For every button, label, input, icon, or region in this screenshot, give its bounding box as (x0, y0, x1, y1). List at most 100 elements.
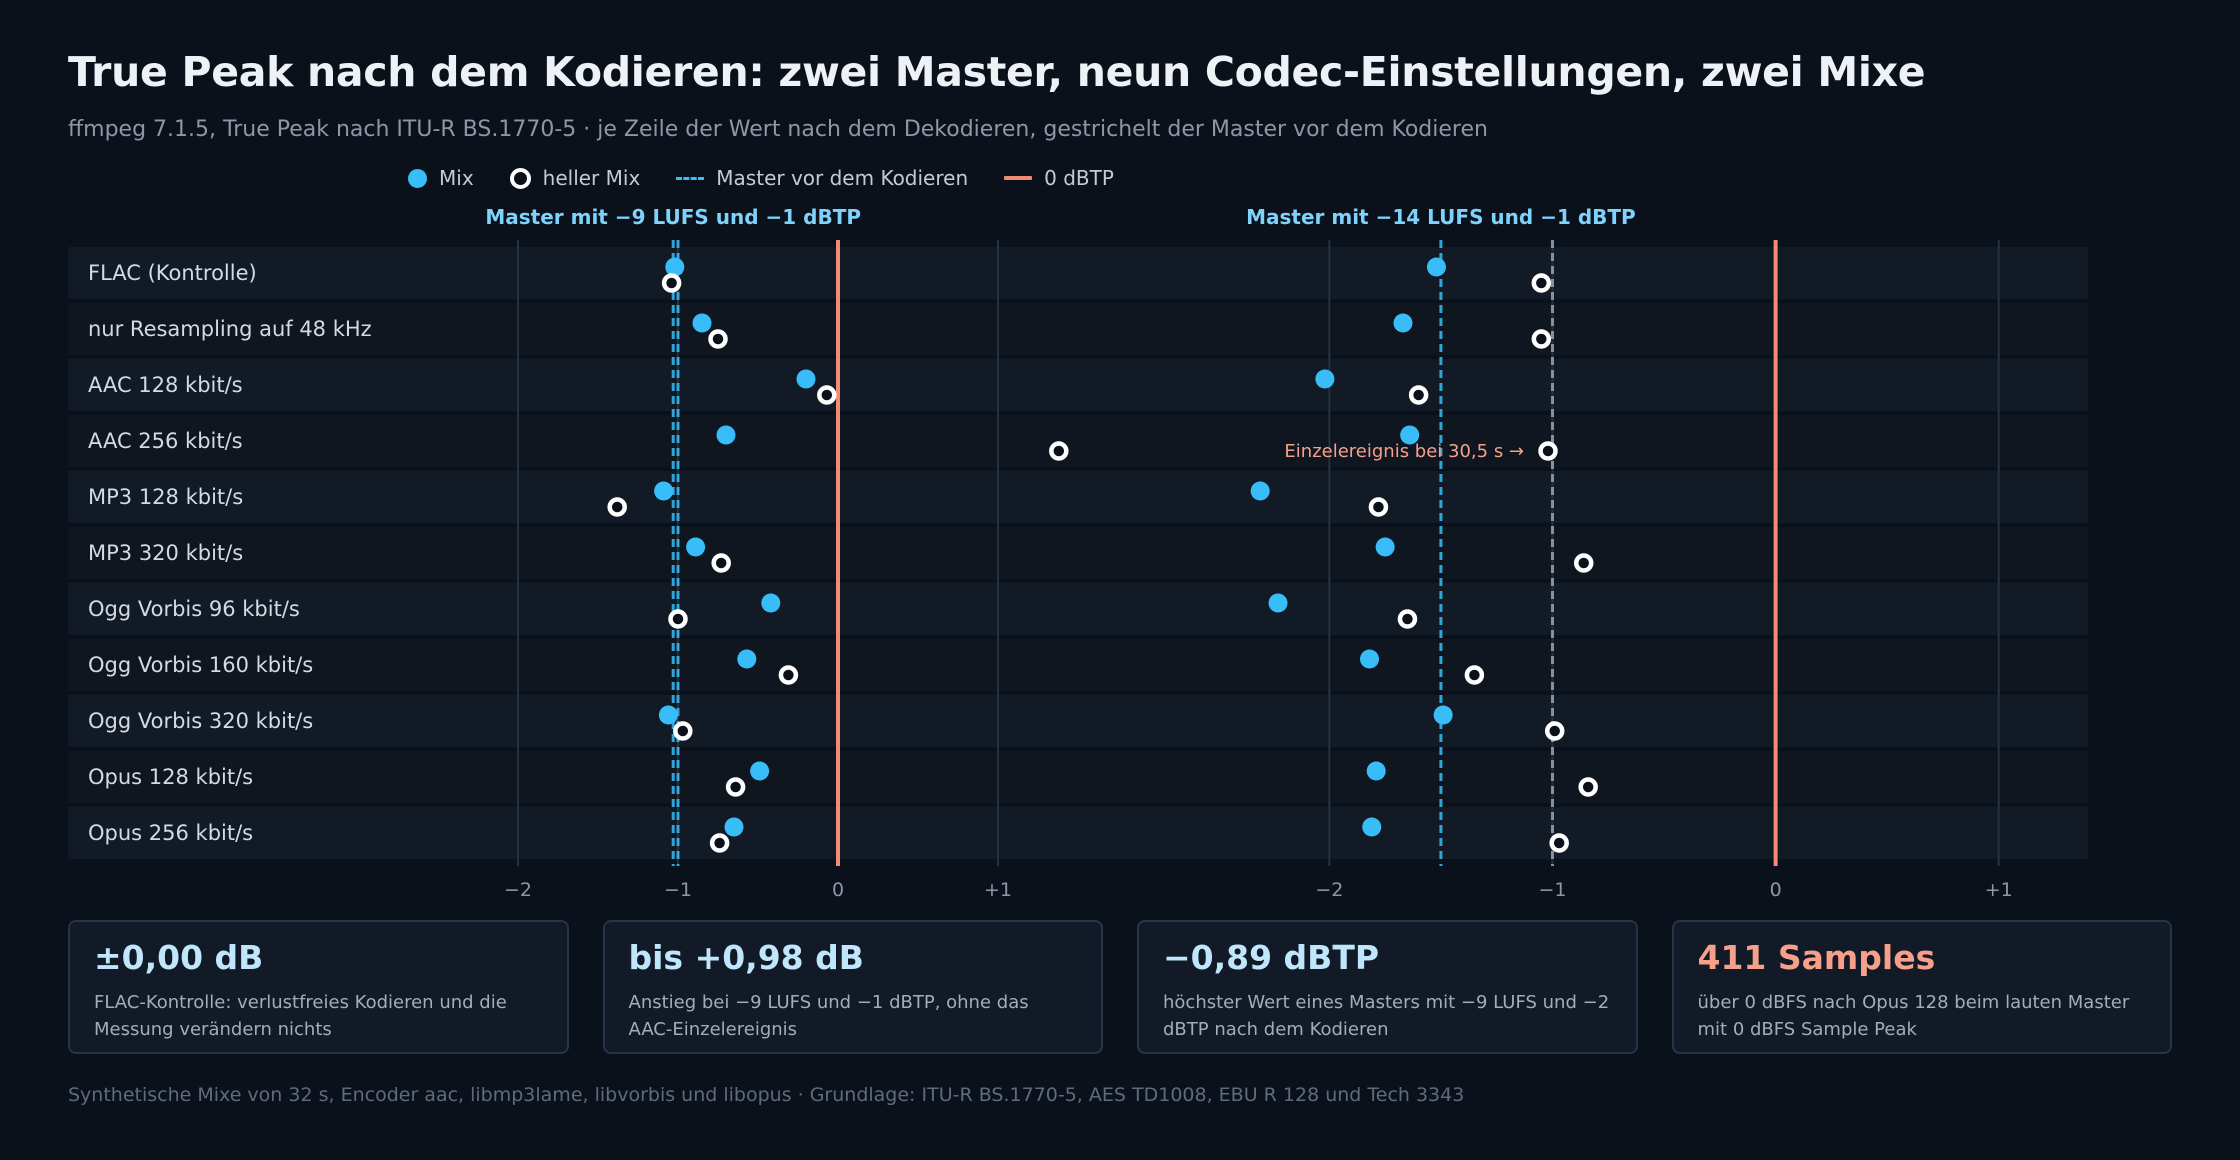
bright-mix-point (1573, 553, 1594, 573)
bright-mix-point (1531, 329, 1552, 349)
row-label: nur Resampling auf 48 kHz (88, 317, 372, 341)
mix-point (665, 257, 685, 277)
row-band (68, 527, 2088, 579)
x-tick-label: −2 (504, 879, 532, 900)
chart-legend: Mix heller Mix Master vor dem Kodieren 0… (408, 163, 1114, 193)
mix-point (1366, 761, 1386, 781)
card-value: −0,89 dBTP (1163, 938, 1380, 977)
bright-mix-point (778, 665, 799, 685)
page-subtitle: ffmpeg 7.1.5, True Peak nach ITU-R BS.17… (68, 117, 1488, 142)
mix-point (1426, 257, 1446, 277)
row-band (68, 247, 2088, 299)
summary-card-flac: ±0,00 dB FLAC-Kontrolle: verlustfreies K… (68, 920, 569, 1054)
mix-point (1250, 481, 1270, 501)
mix-point (737, 649, 757, 669)
mix-point (692, 313, 712, 333)
bright-mix-point (708, 329, 728, 349)
card-value: ±0,00 dB (94, 938, 264, 977)
summary-card-rise: bis +0,98 dB Anstieg bei −9 LUFS und −1 … (602, 920, 1103, 1054)
row-label: MP3 320 kbit/s (88, 541, 243, 565)
mix-point (1315, 369, 1335, 389)
mix-point (1400, 425, 1420, 445)
row-band (68, 359, 2088, 411)
card-value: bis +0,98 dB (628, 938, 864, 977)
row-label: Ogg Vorbis 160 kbit/s (88, 653, 313, 677)
bright-mix-point (1464, 665, 1485, 685)
legend-label-zero: 0 dBTP (1044, 166, 1114, 190)
summary-cards: ±0,00 dB FLAC-Kontrolle: verlustfreies K… (68, 920, 2172, 1054)
outlier-annotation: Einzelereignis bei 30,5 s → (1284, 441, 1524, 462)
bright-mix-point (1578, 777, 1598, 797)
legend-item-mix: Mix (408, 166, 474, 190)
row-label: Ogg Vorbis 96 kbit/s (88, 597, 300, 621)
bright-mix-point (661, 273, 682, 293)
dot-plot: FLAC (Kontrolle) nur Resampling auf 48 kH… (68, 205, 2088, 900)
mix-point (1362, 817, 1382, 837)
bright-mix-point (1049, 441, 1069, 461)
bright-mix-point (673, 721, 693, 741)
row-label: Opus 128 kbit/s (88, 765, 253, 789)
page-title: True Peak nach dem Kodieren: zwei Master… (68, 48, 1926, 96)
card-text: höchster Wert eines Masters mit −9 LUFS … (1163, 992, 1610, 1040)
panel-title: Master mit −9 LUFS und −1 dBTP (485, 205, 861, 229)
mix-point (658, 705, 678, 725)
mix-dot-icon (408, 168, 427, 188)
card-value: 411 Samples (1697, 938, 1936, 977)
legend-label-master: Master vor dem Kodieren (716, 166, 969, 190)
mix-point (716, 425, 736, 445)
bright-mix-ring-icon (509, 167, 531, 189)
summary-card-samples: 411 Samples über 0 dBFS nach Opus 128 be… (1671, 920, 2172, 1054)
bright-mix-point (1538, 441, 1558, 461)
mix-point (1433, 705, 1453, 725)
row-label: AAC 128 kbit/s (88, 373, 243, 397)
bright-mix-point (1408, 385, 1429, 405)
dashed-line-icon (676, 176, 705, 180)
mix-point (750, 761, 770, 781)
summary-card-max: −0,89 dBTP höchster Wert eines Masters m… (1137, 920, 1638, 1054)
zero-line-icon (1004, 176, 1033, 180)
row-band (68, 415, 2088, 467)
row-band (68, 471, 2088, 523)
mix-point (1268, 593, 1288, 613)
legend-label-bright-mix: heller Mix (542, 166, 641, 190)
x-tick-label: −1 (664, 879, 692, 900)
bright-mix-point (668, 609, 688, 629)
row-band (68, 639, 2088, 691)
row-label: AAC 256 kbit/s (88, 429, 243, 453)
row-band (68, 303, 2088, 355)
mix-point (686, 537, 706, 557)
row-label: Opus 256 kbit/s (88, 821, 253, 845)
bright-mix-point (709, 833, 730, 853)
bright-mix-point (1549, 833, 1569, 853)
panel-title: Master mit −14 LUFS und −1 dBTP (1246, 205, 1636, 229)
x-tick-label: +1 (1985, 879, 2013, 900)
row-band (68, 807, 2088, 859)
row-band (68, 695, 2088, 747)
bright-mix-point (1368, 497, 1389, 517)
mix-point (1375, 537, 1395, 557)
mix-point (796, 369, 816, 389)
legend-item-master: Master vor dem Kodieren (676, 166, 968, 190)
footer-note: Synthetische Mixe von 32 s, Encoder aac,… (68, 1084, 1465, 1106)
mix-point (654, 481, 674, 501)
row-band (68, 583, 2088, 635)
legend-item-zero: 0 dBTP (1004, 166, 1114, 190)
x-tick-label: 0 (1770, 879, 1782, 900)
x-tick-label: +1 (984, 879, 1012, 900)
mix-point (761, 593, 781, 613)
legend-item-bright-mix: heller Mix (509, 166, 641, 190)
bright-mix-point (1397, 609, 1418, 629)
x-tick-label: −1 (1538, 879, 1566, 900)
card-text: FLAC-Kontrolle: verlustfreies Kodieren u… (94, 992, 507, 1040)
bright-mix-point (1544, 721, 1565, 741)
bright-mix-point (1531, 273, 1552, 293)
bright-mix-point (817, 385, 837, 405)
mix-point (724, 817, 744, 837)
row-label: MP3 128 kbit/s (88, 485, 243, 509)
bright-mix-point (725, 777, 746, 797)
mix-point (1360, 649, 1380, 669)
bright-mix-point (711, 553, 731, 573)
card-text: Anstieg bei −9 LUFS und −1 dBTP, ohne da… (628, 992, 1029, 1040)
legend-label-mix: Mix (439, 166, 474, 190)
card-text: über 0 dBFS nach Opus 128 beim lauten Ma… (1697, 992, 2130, 1040)
